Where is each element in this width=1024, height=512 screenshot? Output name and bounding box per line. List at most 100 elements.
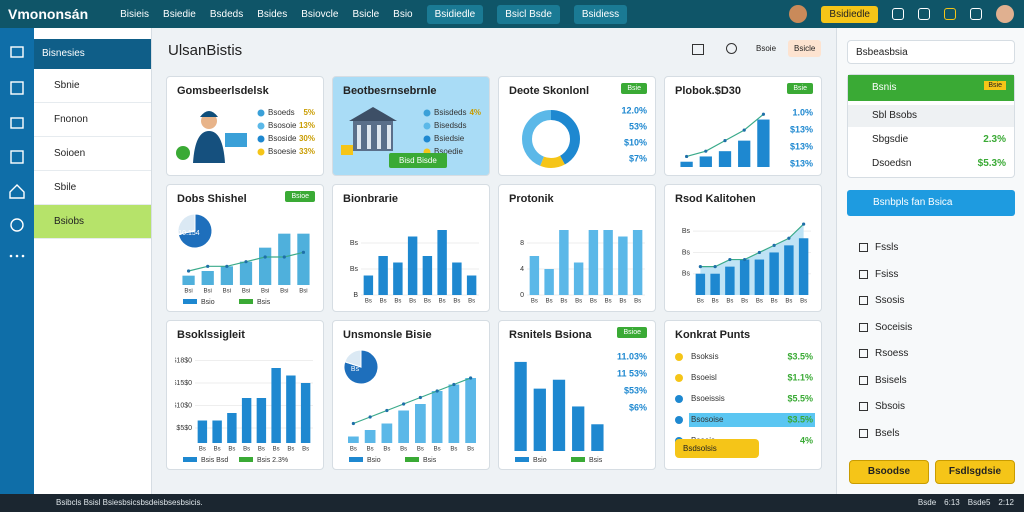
panel-item[interactable]: Bsels: [875, 427, 900, 439]
value-label: $13%: [790, 141, 813, 151]
x-tick-label: Bs: [575, 299, 582, 305]
bar: [544, 269, 554, 295]
bar: [437, 230, 447, 295]
x-tick-label: Bs: [367, 447, 374, 453]
x-tick-label: Bs: [424, 299, 431, 305]
card: Protonik 0 4 8 Bs Bs Bs Bs Bs Bs Bs Bs: [498, 184, 656, 312]
line-point: [452, 382, 456, 387]
column: [387, 125, 391, 149]
item-value: 4%: [469, 108, 481, 117]
card-chart: 0 4 8 Bs Bs Bs Bs Bs Bs Bs Bs: [520, 230, 645, 305]
bar: [588, 230, 599, 295]
card: Dobs Shishel Bsioe Bsi Bsi Bsi Bsi Bsi Bsi Bsi 10…: [166, 184, 324, 312]
sidebar-item[interactable]: Sbnie: [34, 69, 151, 103]
panel-item[interactable]: Fsiss: [875, 268, 899, 280]
panel-item[interactable]: Soceisis: [875, 321, 913, 333]
bar: [422, 256, 433, 295]
nav-item[interactable]: Bsiedie: [163, 8, 196, 20]
item-label: Bsoesie: [268, 147, 297, 156]
bar: [278, 233, 291, 285]
x-tick-label: Bs: [741, 299, 748, 305]
nav-item[interactable]: Bsiovcle: [301, 8, 339, 20]
panel-button[interactable]: Bsoodse: [849, 460, 929, 484]
item-label: Bsoeisl: [691, 373, 717, 382]
sidebar-item[interactable]: Bsiobs: [34, 205, 151, 239]
bar: [227, 413, 237, 443]
item-dot: [675, 353, 683, 361]
line-point: [368, 415, 372, 419]
item-dot: [675, 374, 683, 382]
card: Deote Skonlonl Bsie 12.0% 53% $10% $7%: [498, 76, 656, 176]
panel-item[interactable]: Sbsois: [875, 401, 906, 412]
bar: [452, 262, 462, 295]
search-box[interactable]: Bsbeasbsia: [847, 40, 1015, 64]
x-tick-label: Bs: [258, 447, 265, 453]
x-tick-label: Bs: [634, 299, 641, 305]
bar: [798, 238, 809, 295]
nav-item[interactable]: Bsdeds: [209, 8, 244, 20]
row-value: 2.3%: [983, 134, 1006, 145]
x-tick-label: Bs: [605, 299, 612, 305]
icon-button[interactable]: [692, 44, 704, 55]
line: [700, 223, 805, 268]
line-point: [685, 154, 689, 159]
panel-item[interactable]: Ssosis: [875, 295, 905, 306]
x-tick-label: Bs: [434, 447, 441, 453]
bar: [533, 388, 546, 451]
header-button[interactable]: Bsoie: [756, 44, 777, 53]
nav-item[interactable]: Bsides: [257, 8, 288, 20]
nav-item[interactable]: Bsicle: [352, 8, 380, 20]
bar: [348, 436, 359, 443]
bar: [632, 230, 643, 295]
card-chart: $5$0$10$0$15$0$18$0BsBsBsBsBsBsBsBsBsis …: [175, 357, 313, 464]
item-label: Bsoksis: [691, 352, 719, 361]
panel-icon: [859, 428, 868, 438]
card-title: Beotbesrnsebrnle: [343, 85, 437, 97]
top-icon: [892, 8, 904, 20]
panel-item[interactable]: Fssls: [875, 242, 899, 253]
bar: [212, 420, 222, 443]
panel-button[interactable]: Fsdlsgdsie: [935, 460, 1015, 484]
bar: [300, 383, 311, 443]
panel-item[interactable]: Bsisels: [875, 374, 907, 386]
card-title: Rsnitels Bsiona: [509, 329, 592, 341]
status-text: Bsibcls Bsisl Bsiesbsicsbsdeisbsesbsicis…: [56, 498, 203, 507]
y-tick-label: Bs: [350, 266, 359, 273]
avatar: [789, 5, 808, 23]
card-button[interactable]: Bisd Bisde: [389, 153, 447, 168]
sidebar-item[interactable]: Fnonon: [34, 103, 151, 137]
search-icon[interactable]: [726, 43, 737, 54]
sidebar-item[interactable]: Soioen: [34, 137, 151, 171]
card-button[interactable]: Bsdsolsis: [675, 439, 759, 458]
x-tick-label: Bsi: [299, 289, 307, 295]
nav-item[interactable]: Bisieis: [120, 8, 150, 20]
y-tick-label: $15$0: [175, 380, 192, 387]
x-tick-label: Bs: [394, 299, 401, 305]
y-tick-label: Bs: [682, 271, 691, 278]
sidebar-item[interactable]: Sbile: [34, 171, 151, 205]
donut-label: 53%: [629, 121, 647, 131]
header-button[interactable]: Bsicle: [788, 40, 822, 57]
tab[interactable]: Bsidiedle: [426, 4, 484, 24]
y-tick-label: 8: [520, 240, 524, 247]
line: [686, 113, 764, 158]
tab[interactable]: Bsidiess: [573, 4, 628, 24]
bar: [381, 423, 393, 443]
bar: [271, 368, 281, 443]
banner[interactable]: Bsnbpls fan Bsica: [847, 190, 1015, 216]
illustration: [341, 107, 397, 155]
x-tick-label: Bs: [409, 299, 416, 305]
main-header: UlsanBistis Bsoie Bsicle: [160, 34, 828, 68]
action-button[interactable]: Bsidiedle: [821, 5, 878, 23]
illustration: [176, 111, 247, 163]
card-title: Bsoklssigleit: [177, 329, 245, 341]
screen: [225, 133, 247, 147]
tab[interactable]: Bsicl Bsde: [497, 4, 560, 24]
y-tick-label: Bs: [350, 240, 359, 247]
card-chart: Bs Bs Bs Bs Bs Bs Bs Bs Bs Bs Bs: [682, 222, 811, 305]
rail-icons: [9, 46, 25, 258]
bar: [784, 245, 794, 295]
panel-item[interactable]: Rsoess: [875, 348, 909, 359]
x-tick-label: Bs: [756, 299, 763, 305]
nav-item[interactable]: Bsio: [393, 8, 413, 20]
